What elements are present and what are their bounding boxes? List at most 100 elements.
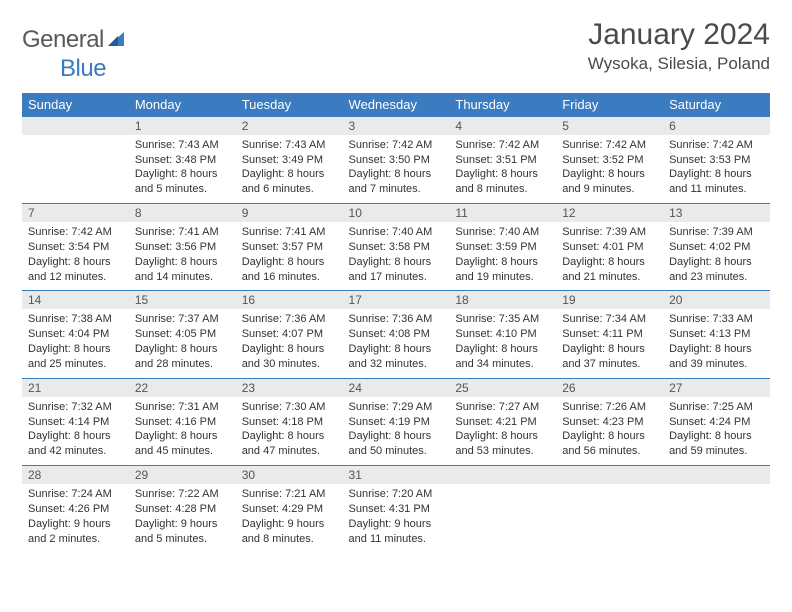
month-title: January 2024	[588, 18, 770, 52]
header: General Blue January 2024 Wysoka, Silesi…	[22, 18, 770, 83]
calendar-cell: 10Sunrise: 7:40 AMSunset: 3:58 PMDayligh…	[343, 203, 450, 290]
day-number: 29	[129, 465, 236, 484]
day-number: 9	[236, 203, 343, 222]
calendar-cell: 31Sunrise: 7:20 AMSunset: 4:31 PMDayligh…	[343, 465, 450, 552]
calendar-cell	[556, 465, 663, 552]
day-number: 7	[22, 203, 129, 222]
day-number: 21	[22, 378, 129, 397]
weekday-header: Monday	[129, 93, 236, 116]
weekday-header: Sunday	[22, 93, 129, 116]
calendar-cell: 19Sunrise: 7:34 AMSunset: 4:11 PMDayligh…	[556, 290, 663, 377]
calendar-cell: 1Sunrise: 7:43 AMSunset: 3:48 PMDaylight…	[129, 116, 236, 203]
weekday-header-row: SundayMondayTuesdayWednesdayThursdayFrid…	[22, 93, 770, 116]
day-info: Sunrise: 7:41 AMSunset: 3:56 PMDaylight:…	[129, 222, 236, 290]
day-number: 1	[129, 116, 236, 135]
calendar-cell: 30Sunrise: 7:21 AMSunset: 4:29 PMDayligh…	[236, 465, 343, 552]
day-info: Sunrise: 7:43 AMSunset: 3:49 PMDaylight:…	[236, 135, 343, 203]
day-info: Sunrise: 7:22 AMSunset: 4:28 PMDaylight:…	[129, 484, 236, 552]
day-number: 16	[236, 290, 343, 309]
logo-general: General	[22, 26, 104, 53]
day-info: Sunrise: 7:42 AMSunset: 3:54 PMDaylight:…	[22, 222, 129, 290]
calendar-cell: 11Sunrise: 7:40 AMSunset: 3:59 PMDayligh…	[449, 203, 556, 290]
weekday-header: Thursday	[449, 93, 556, 116]
day-info: Sunrise: 7:27 AMSunset: 4:21 PMDaylight:…	[449, 397, 556, 465]
day-info: Sunrise: 7:31 AMSunset: 4:16 PMDaylight:…	[129, 397, 236, 465]
day-number: 26	[556, 378, 663, 397]
day-info: Sunrise: 7:39 AMSunset: 4:02 PMDaylight:…	[663, 222, 770, 290]
day-info: Sunrise: 7:33 AMSunset: 4:13 PMDaylight:…	[663, 309, 770, 377]
day-info: Sunrise: 7:38 AMSunset: 4:04 PMDaylight:…	[22, 309, 129, 377]
calendar-cell: 6Sunrise: 7:42 AMSunset: 3:53 PMDaylight…	[663, 116, 770, 203]
calendar-body: 1Sunrise: 7:43 AMSunset: 3:48 PMDaylight…	[22, 116, 770, 553]
day-number: 17	[343, 290, 450, 309]
calendar-cell: 17Sunrise: 7:36 AMSunset: 4:08 PMDayligh…	[343, 290, 450, 377]
day-number: 14	[22, 290, 129, 309]
day-number: 15	[129, 290, 236, 309]
calendar-cell: 9Sunrise: 7:41 AMSunset: 3:57 PMDaylight…	[236, 203, 343, 290]
day-number: 22	[129, 378, 236, 397]
calendar-row: 7Sunrise: 7:42 AMSunset: 3:54 PMDaylight…	[22, 203, 770, 290]
day-number: 24	[343, 378, 450, 397]
day-info: Sunrise: 7:20 AMSunset: 4:31 PMDaylight:…	[343, 484, 450, 552]
day-number-empty	[663, 465, 770, 484]
calendar-cell: 26Sunrise: 7:26 AMSunset: 4:23 PMDayligh…	[556, 378, 663, 465]
calendar-table: SundayMondayTuesdayWednesdayThursdayFrid…	[22, 93, 770, 553]
calendar-cell: 3Sunrise: 7:42 AMSunset: 3:50 PMDaylight…	[343, 116, 450, 203]
calendar-cell: 13Sunrise: 7:39 AMSunset: 4:02 PMDayligh…	[663, 203, 770, 290]
calendar-cell	[663, 465, 770, 552]
day-number: 19	[556, 290, 663, 309]
weekday-header: Wednesday	[343, 93, 450, 116]
calendar-cell: 24Sunrise: 7:29 AMSunset: 4:19 PMDayligh…	[343, 378, 450, 465]
day-number: 13	[663, 203, 770, 222]
day-number: 27	[663, 378, 770, 397]
day-number: 10	[343, 203, 450, 222]
day-info: Sunrise: 7:36 AMSunset: 4:07 PMDaylight:…	[236, 309, 343, 377]
day-number: 23	[236, 378, 343, 397]
calendar-cell: 14Sunrise: 7:38 AMSunset: 4:04 PMDayligh…	[22, 290, 129, 377]
day-number: 31	[343, 465, 450, 484]
calendar-cell: 4Sunrise: 7:42 AMSunset: 3:51 PMDaylight…	[449, 116, 556, 203]
day-info: Sunrise: 7:25 AMSunset: 4:24 PMDaylight:…	[663, 397, 770, 465]
calendar-cell: 27Sunrise: 7:25 AMSunset: 4:24 PMDayligh…	[663, 378, 770, 465]
day-info: Sunrise: 7:26 AMSunset: 4:23 PMDaylight:…	[556, 397, 663, 465]
day-number-empty	[556, 465, 663, 484]
day-info: Sunrise: 7:32 AMSunset: 4:14 PMDaylight:…	[22, 397, 129, 465]
day-info: Sunrise: 7:39 AMSunset: 4:01 PMDaylight:…	[556, 222, 663, 290]
calendar-cell: 29Sunrise: 7:22 AMSunset: 4:28 PMDayligh…	[129, 465, 236, 552]
day-info: Sunrise: 7:42 AMSunset: 3:52 PMDaylight:…	[556, 135, 663, 203]
day-number: 11	[449, 203, 556, 222]
day-number: 5	[556, 116, 663, 135]
day-info: Sunrise: 7:36 AMSunset: 4:08 PMDaylight:…	[343, 309, 450, 377]
day-number: 3	[343, 116, 450, 135]
calendar-cell: 8Sunrise: 7:41 AMSunset: 3:56 PMDaylight…	[129, 203, 236, 290]
calendar-cell	[22, 116, 129, 203]
calendar-cell: 25Sunrise: 7:27 AMSunset: 4:21 PMDayligh…	[449, 378, 556, 465]
weekday-header: Saturday	[663, 93, 770, 116]
day-info: Sunrise: 7:21 AMSunset: 4:29 PMDaylight:…	[236, 484, 343, 552]
day-info: Sunrise: 7:41 AMSunset: 3:57 PMDaylight:…	[236, 222, 343, 290]
calendar-cell: 20Sunrise: 7:33 AMSunset: 4:13 PMDayligh…	[663, 290, 770, 377]
day-info: Sunrise: 7:42 AMSunset: 3:51 PMDaylight:…	[449, 135, 556, 203]
logo: General Blue	[22, 26, 128, 83]
calendar-cell: 21Sunrise: 7:32 AMSunset: 4:14 PMDayligh…	[22, 378, 129, 465]
day-info: Sunrise: 7:34 AMSunset: 4:11 PMDaylight:…	[556, 309, 663, 377]
sail-icon	[106, 27, 128, 55]
day-number: 18	[449, 290, 556, 309]
day-number: 4	[449, 116, 556, 135]
calendar-cell: 16Sunrise: 7:36 AMSunset: 4:07 PMDayligh…	[236, 290, 343, 377]
day-info: Sunrise: 7:30 AMSunset: 4:18 PMDaylight:…	[236, 397, 343, 465]
day-number: 2	[236, 116, 343, 135]
day-info: Sunrise: 7:37 AMSunset: 4:05 PMDaylight:…	[129, 309, 236, 377]
calendar-cell: 23Sunrise: 7:30 AMSunset: 4:18 PMDayligh…	[236, 378, 343, 465]
calendar-row: 28Sunrise: 7:24 AMSunset: 4:26 PMDayligh…	[22, 465, 770, 552]
calendar-cell: 5Sunrise: 7:42 AMSunset: 3:52 PMDaylight…	[556, 116, 663, 203]
day-info: Sunrise: 7:24 AMSunset: 4:26 PMDaylight:…	[22, 484, 129, 552]
calendar-row: 14Sunrise: 7:38 AMSunset: 4:04 PMDayligh…	[22, 290, 770, 377]
day-number-empty	[449, 465, 556, 484]
calendar-row: 21Sunrise: 7:32 AMSunset: 4:14 PMDayligh…	[22, 378, 770, 465]
day-number: 25	[449, 378, 556, 397]
day-info: Sunrise: 7:42 AMSunset: 3:50 PMDaylight:…	[343, 135, 450, 203]
day-number: 6	[663, 116, 770, 135]
calendar-cell: 2Sunrise: 7:43 AMSunset: 3:49 PMDaylight…	[236, 116, 343, 203]
calendar-cell: 7Sunrise: 7:42 AMSunset: 3:54 PMDaylight…	[22, 203, 129, 290]
